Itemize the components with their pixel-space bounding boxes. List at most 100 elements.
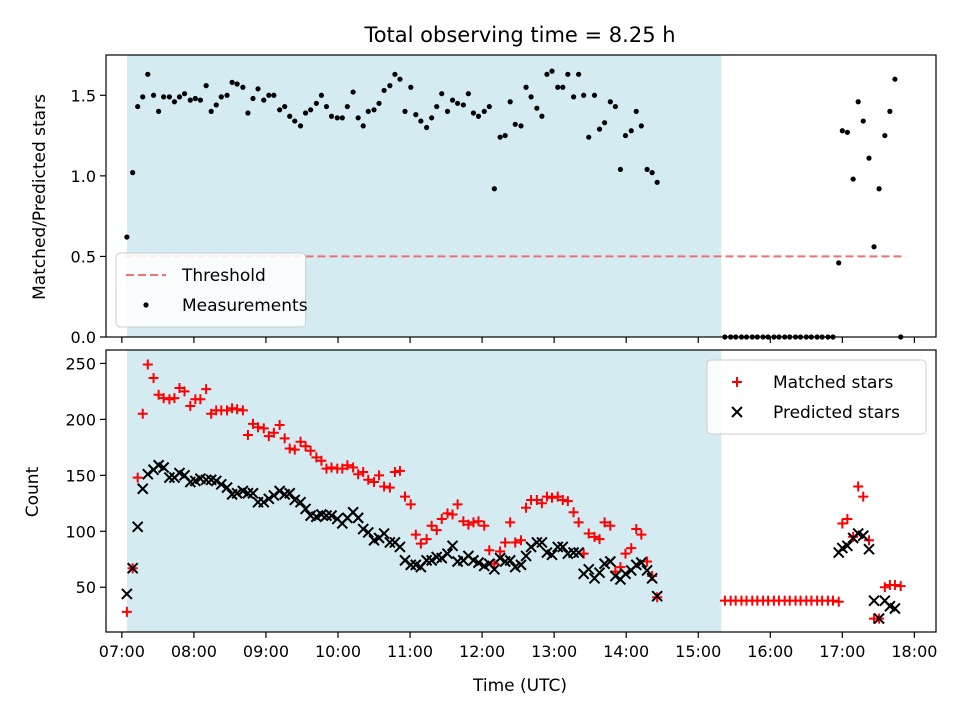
data-point bbox=[387, 83, 393, 89]
data-point bbox=[313, 100, 319, 106]
data-point bbox=[572, 546, 585, 559]
data-point bbox=[192, 95, 198, 102]
data-point bbox=[157, 461, 170, 474]
xtick-label: 17:00 bbox=[819, 642, 865, 661]
data-point bbox=[654, 179, 660, 185]
data-point bbox=[176, 94, 183, 100]
top-ytick-label: 1.0 bbox=[71, 167, 96, 186]
data-point bbox=[573, 517, 584, 528]
data-point bbox=[858, 491, 869, 502]
data-point bbox=[889, 580, 900, 590]
data-point bbox=[181, 91, 188, 97]
data-point bbox=[258, 496, 270, 508]
data-point bbox=[576, 71, 582, 77]
top-ytick-label: 1.5 bbox=[71, 86, 96, 105]
data-point bbox=[609, 570, 622, 582]
data-point bbox=[158, 393, 169, 404]
xlabel: Time (UTC) bbox=[472, 676, 567, 696]
bottom-ytick-label: 250 bbox=[65, 354, 96, 373]
data-point bbox=[426, 520, 437, 531]
data-point bbox=[853, 481, 864, 492]
data-point bbox=[282, 103, 288, 110]
data-point bbox=[449, 97, 456, 103]
data-point bbox=[142, 359, 153, 370]
data-point bbox=[612, 103, 618, 110]
data-point bbox=[273, 485, 286, 497]
data-point bbox=[436, 513, 447, 524]
data-point bbox=[470, 110, 477, 116]
data-point bbox=[153, 389, 164, 400]
data-point bbox=[287, 113, 293, 119]
data-point bbox=[895, 581, 906, 592]
data-point bbox=[557, 494, 568, 505]
data-point bbox=[247, 487, 259, 499]
data-point bbox=[384, 536, 396, 549]
data-point bbox=[195, 394, 206, 405]
data-point bbox=[227, 403, 238, 414]
data-point bbox=[245, 110, 251, 116]
data-point bbox=[126, 562, 139, 574]
data-point bbox=[531, 536, 543, 549]
data-point bbox=[342, 460, 353, 471]
top-axes-frame bbox=[105, 54, 937, 338]
data-point bbox=[539, 113, 545, 119]
data-point bbox=[203, 83, 209, 89]
data-point bbox=[405, 559, 417, 571]
data-point bbox=[362, 526, 374, 539]
data-point bbox=[882, 132, 888, 139]
data-point bbox=[844, 129, 850, 135]
data-point bbox=[258, 423, 269, 434]
data-point bbox=[504, 554, 516, 567]
data-point bbox=[460, 102, 466, 108]
data-point bbox=[570, 94, 577, 100]
data-point bbox=[873, 612, 885, 625]
data-point bbox=[507, 99, 513, 105]
data-point bbox=[242, 487, 254, 499]
data-point bbox=[481, 108, 487, 114]
data-point bbox=[633, 108, 639, 114]
data-point bbox=[311, 452, 322, 463]
data-point bbox=[605, 520, 616, 531]
data-point bbox=[892, 76, 898, 82]
data-point bbox=[468, 517, 479, 528]
data-point bbox=[497, 134, 503, 140]
top-legend: Threshold Measurements bbox=[115, 252, 308, 328]
data-point bbox=[651, 590, 663, 602]
data-point bbox=[604, 555, 617, 568]
data-point bbox=[465, 91, 472, 97]
data-point bbox=[397, 76, 403, 82]
data-point bbox=[495, 546, 506, 557]
data-point bbox=[871, 244, 877, 250]
top-ytick-label: 0.0 bbox=[71, 328, 96, 347]
legend-plus-marker bbox=[732, 377, 742, 387]
data-point bbox=[210, 475, 222, 487]
data-point bbox=[179, 386, 190, 397]
data-point bbox=[121, 588, 133, 600]
data-point bbox=[339, 115, 345, 121]
data-point bbox=[358, 466, 369, 477]
data-point bbox=[589, 531, 600, 542]
data-point bbox=[646, 572, 658, 584]
data-point bbox=[446, 540, 459, 552]
data-point bbox=[626, 543, 637, 554]
data-point bbox=[644, 166, 650, 173]
data-point bbox=[163, 471, 176, 484]
data-point bbox=[166, 94, 173, 100]
data-point bbox=[833, 596, 844, 607]
data-point bbox=[541, 491, 552, 502]
data-point bbox=[337, 463, 348, 474]
bottom-series-predicted-stars bbox=[121, 459, 901, 625]
data-point bbox=[615, 562, 626, 573]
data-point bbox=[617, 166, 624, 173]
xtick-label: 10:00 bbox=[315, 642, 361, 661]
top-legend-box bbox=[115, 252, 307, 328]
data-point bbox=[408, 84, 414, 90]
data-point bbox=[546, 549, 558, 561]
data-point bbox=[431, 525, 442, 536]
data-point bbox=[145, 71, 151, 77]
data-point bbox=[137, 408, 148, 419]
data-point bbox=[369, 477, 380, 488]
data-point bbox=[394, 465, 405, 476]
data-point bbox=[135, 103, 141, 110]
legend-label: Matched stars bbox=[773, 373, 893, 393]
